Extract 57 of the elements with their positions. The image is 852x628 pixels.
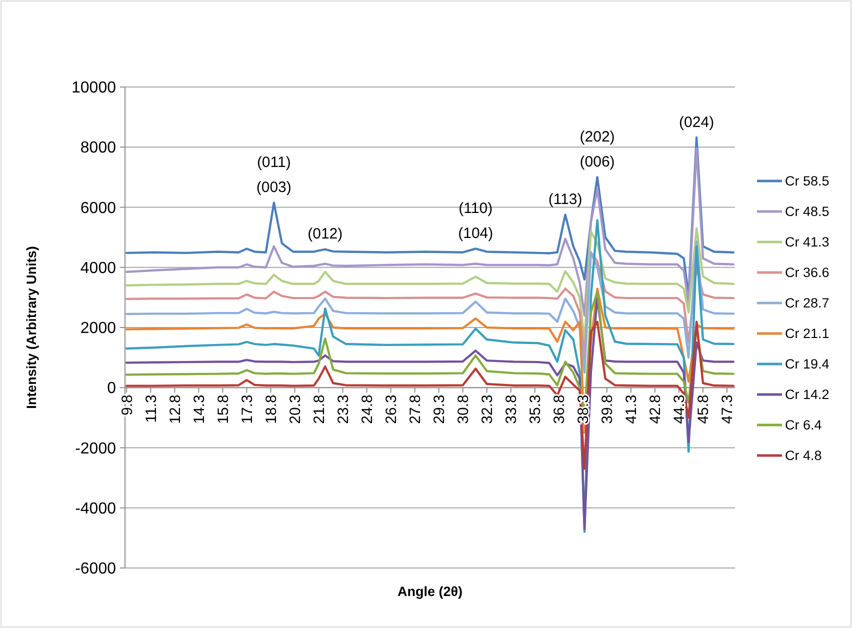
x-tick-label: 12.8 — [166, 394, 184, 424]
x-tick-label: 36.8 — [551, 394, 568, 424]
annotation: (110) (104) — [458, 200, 494, 242]
x-tick-label: 15.8 — [214, 394, 232, 424]
legend-label: Cr 14.2 — [785, 387, 830, 402]
legend-label: Cr 28.7 — [785, 296, 830, 311]
x-tick-label: 33.8 — [503, 394, 520, 424]
x-tick-label: 32.3 — [479, 394, 496, 424]
x-tick-label: 21.8 — [310, 394, 328, 424]
line-series — [126, 227, 734, 344]
annotation: (011) (003) — [256, 154, 292, 196]
y-tick-label: -6000 — [75, 560, 116, 578]
x-tick-label: 24.8 — [359, 394, 376, 424]
annotation: (113) — [548, 191, 582, 208]
x-tick-label: 35.3 — [527, 394, 544, 424]
line-series — [126, 148, 734, 317]
x-tick-label: 42.8 — [647, 394, 664, 424]
x-tick-label: 27.8 — [407, 394, 424, 424]
x-tick-label: 14.3 — [190, 394, 208, 424]
x-tick-label: 23.3 — [334, 394, 352, 424]
legend-label: Cr 48.5 — [785, 204, 830, 220]
x-tick-label: 47.3 — [719, 394, 736, 424]
legend-label: Cr 36.6 — [785, 265, 830, 280]
annotation: (202) (006) — [580, 128, 615, 170]
legend-label: Cr 41.3 — [785, 234, 830, 250]
x-tick-label: 44.3 — [671, 394, 688, 424]
x-tick-label: 45.8 — [695, 394, 712, 424]
x-tick-label: 20.3 — [286, 394, 304, 424]
y-tick-label: 4000 — [80, 260, 116, 277]
x-tick-label: 26.3 — [383, 394, 400, 424]
x-tick-label: 38.3 — [575, 394, 592, 424]
y-tick-label: 10000 — [72, 80, 116, 97]
legend-label: Cr 6.4 — [785, 418, 822, 433]
annotation: (024) — [679, 114, 714, 131]
legend-label: Cr 21.1 — [785, 326, 830, 342]
x-axis-title: Angle (2θ) — [397, 584, 463, 599]
line-series — [126, 251, 734, 359]
x-tick-label: 18.8 — [262, 394, 280, 424]
x-tick-label: 39.8 — [599, 394, 616, 424]
y-tick-label: 0 — [107, 380, 116, 398]
line-series — [126, 240, 734, 374]
y-tick-label: 6000 — [80, 200, 116, 217]
y-tick-label: 2000 — [80, 320, 116, 338]
annotation: (012) — [308, 226, 343, 243]
x-tick-label: 11.3 — [142, 394, 160, 423]
x-tick-label: 41.3 — [623, 394, 640, 424]
x-tick-label: 17.3 — [238, 394, 256, 424]
legend-label: Cr 4.8 — [785, 448, 822, 464]
legend-label: Cr 58.5 — [785, 174, 830, 189]
x-tick-label: 9.8 — [118, 394, 136, 416]
y-tick-label: -4000 — [75, 500, 116, 518]
y-tick-label: -2000 — [75, 440, 116, 458]
y-tick-label: 8000 — [80, 140, 116, 157]
x-tick-label: 29.3 — [431, 394, 448, 424]
x-tick-label: 30.8 — [455, 394, 472, 424]
legend-label: Cr 19.4 — [785, 356, 830, 372]
y-axis-title: Intensity (Arbitrary Units) — [24, 246, 39, 409]
